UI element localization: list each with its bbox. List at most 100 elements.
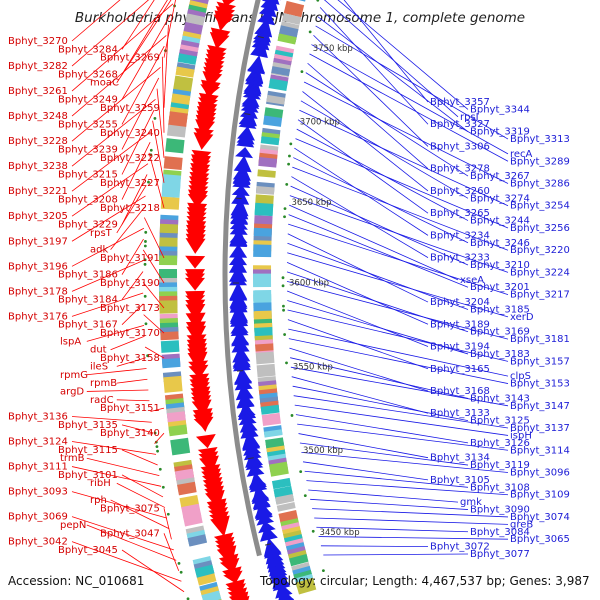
forward-gene-label: Bphyt_3140 <box>100 428 160 439</box>
leader-line <box>163 533 180 571</box>
leader-line <box>318 536 509 540</box>
leader-line <box>86 325 145 342</box>
forward-gene-arrow <box>185 312 206 331</box>
rna-marker <box>147 180 150 184</box>
reverse-gene-label: Bphyt_3072 <box>430 542 490 553</box>
forward-gene-label: Bphyt_3229 <box>58 220 118 231</box>
leader-line <box>71 292 144 317</box>
cog-block-outer <box>165 138 185 154</box>
leader-line <box>290 366 509 407</box>
reverse-gene-label: gmk <box>460 497 482 508</box>
tick-mark <box>236 370 244 372</box>
reverse-gene-arrow <box>231 336 250 353</box>
leader-line <box>312 508 509 518</box>
cog-block-outer <box>163 375 183 393</box>
forward-gene-arrow <box>199 455 219 474</box>
leader-line <box>295 138 509 229</box>
reverse-gene-arrow <box>235 146 254 159</box>
forward-gene-label: Bphyt_3249 <box>58 94 118 105</box>
forward-gene-arrow <box>210 515 230 537</box>
leader-line <box>295 414 469 444</box>
forward-gene-label: Bphyt_3269 <box>100 53 160 64</box>
reverse-gene-label: Bphyt_3108 <box>470 482 530 493</box>
leader-line <box>71 541 182 582</box>
tick-label: 3550 kbp <box>293 362 333 372</box>
forward-gene-label: Bphyt_3222 <box>100 153 160 164</box>
leader-line <box>71 99 156 167</box>
cog-block-inner <box>257 169 276 178</box>
forward-gene-label: Bphyt_3240 <box>100 128 160 139</box>
forward-gene-label: moaC <box>90 78 119 89</box>
leader-line <box>323 553 469 556</box>
reverse-gene-label: Bphyt_3256 <box>510 223 570 234</box>
leader-line <box>150 407 165 412</box>
rna-marker <box>287 162 290 166</box>
leader-line <box>314 517 509 525</box>
leader-line <box>287 233 429 303</box>
tick-mark <box>247 457 254 460</box>
tick-label: 3750 kbp <box>313 44 353 54</box>
reverse-gene-label: Bphyt_3286 <box>510 179 570 190</box>
cog-block-inner <box>281 13 302 25</box>
label-leader-lines <box>71 0 509 593</box>
reverse-gene-label: Bphyt_3153 <box>510 379 570 390</box>
rna-marker <box>153 431 157 435</box>
forward-gene-label: Bphyt_3259 <box>100 103 160 114</box>
forward-gene-label: radC <box>90 395 114 406</box>
reverse-gene-label: Bphyt_3246 <box>470 238 530 249</box>
reverse-gene-label: Bphyt_3210 <box>470 260 530 271</box>
reverse-gene-label: xerD <box>510 312 534 323</box>
reverse-gene-label: recA <box>510 149 533 160</box>
reverse-gene-label: Bphyt_3234 <box>430 230 490 241</box>
tick-label: 3500 kbp <box>303 446 343 456</box>
leader-line <box>121 271 144 300</box>
cog-block-outer <box>201 590 222 600</box>
leader-line <box>71 227 145 267</box>
leader-line <box>156 88 165 158</box>
cog-block-outer <box>185 13 205 26</box>
forward-gene-label: Bphyt_3115 <box>58 445 118 456</box>
leader-line <box>121 0 155 50</box>
forward-gene-arrow <box>191 399 212 417</box>
forward-gene-label: Bphyt_3124 <box>8 437 68 448</box>
rna-marker <box>299 470 303 474</box>
reverse-gene-arrow <box>238 117 257 129</box>
cog-block-inner <box>271 477 292 490</box>
reverse-gene-arrow <box>236 134 255 148</box>
rna-marker <box>283 207 287 211</box>
leader-line <box>121 474 164 498</box>
forward-gene-label: trmB <box>60 453 85 464</box>
forward-gene-label: Bphyt_3221 <box>8 186 68 197</box>
forward-gene-arrow <box>202 70 223 89</box>
reverse-gene-arrow <box>235 383 254 401</box>
cog-block-outer <box>163 156 183 170</box>
rna-marker <box>143 262 147 266</box>
leader-line <box>116 378 148 384</box>
cog-block-inner <box>263 429 283 438</box>
leader-line <box>320 545 429 547</box>
leader-line <box>121 424 154 434</box>
rna-marker <box>143 244 147 248</box>
forward-gene-label: Bphyt_3205 <box>8 211 68 222</box>
cog-block-inner <box>253 273 272 288</box>
rna-marker <box>158 467 162 471</box>
rna-marker <box>166 512 170 516</box>
rna-marker <box>283 333 287 336</box>
rna-marker <box>300 70 304 74</box>
reverse-gene-label: Bphyt_3090 <box>470 505 530 516</box>
reverse-gene-arrow <box>231 189 250 205</box>
cog-block-outer <box>160 196 180 210</box>
forward-gene-label: Bphyt_3135 <box>58 420 118 431</box>
forward-gene-arrow <box>185 277 206 291</box>
forward-gene-label: Bphyt_3186 <box>58 270 118 281</box>
rna-marker <box>143 294 147 298</box>
backbone-arc <box>222 0 262 557</box>
forward-gene-arrow <box>185 303 206 321</box>
forward-gene-arrow <box>200 84 221 97</box>
cog-block-outer <box>187 534 208 547</box>
forward-gene-arrow <box>187 193 208 208</box>
reverse-gene-arrow <box>234 374 253 391</box>
leader-line <box>304 470 469 488</box>
rna-marker <box>288 154 291 158</box>
